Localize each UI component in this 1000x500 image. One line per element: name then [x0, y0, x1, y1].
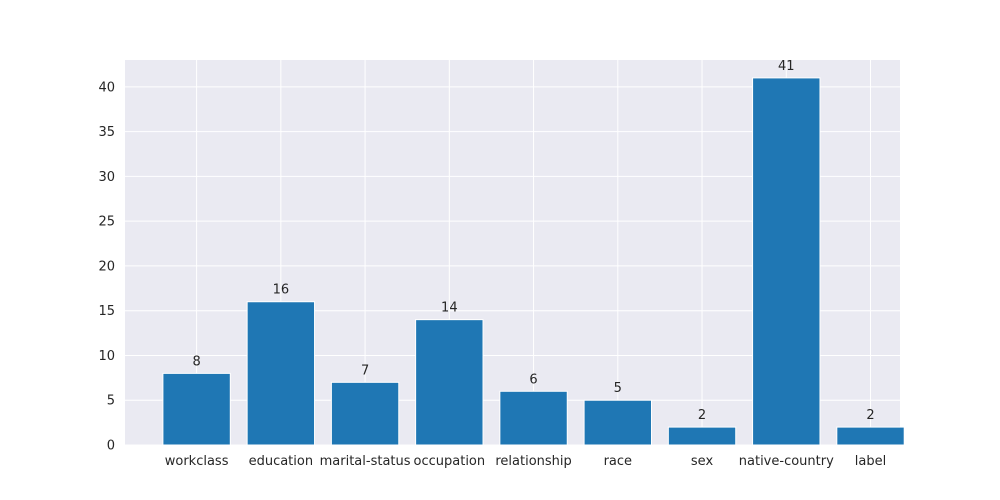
data-label-native-country: 41 — [778, 59, 795, 74]
y-tick-label: 30 — [98, 170, 115, 185]
y-axis-ticks: 0 5 10 15 20 25 30 35 40 — [98, 80, 115, 453]
data-label-occupation: 14 — [441, 301, 458, 316]
data-label-marital-status: 7 — [361, 363, 369, 378]
data-label-workclass: 8 — [192, 354, 200, 369]
data-label-label: 2 — [866, 408, 874, 423]
bar-sex — [667, 426, 737, 446]
bar-relationship — [499, 390, 568, 446]
x-tick-label-marital-status: marital-status — [320, 454, 411, 469]
y-tick-label: 0 — [107, 439, 115, 454]
x-tick-label-education: education — [249, 454, 314, 469]
data-label-race: 5 — [614, 381, 622, 396]
x-tick-label-workclass: workclass — [165, 454, 229, 469]
x-tick-label-occupation: occupation — [414, 454, 486, 469]
data-label-education: 16 — [273, 283, 290, 298]
bar-workclass — [162, 372, 231, 446]
x-tick-label-relationship: relationship — [495, 454, 571, 469]
y-tick-label: 25 — [98, 215, 115, 230]
bar-native-country — [752, 77, 821, 446]
bar-marital-status — [330, 381, 400, 446]
bar-label — [836, 426, 905, 446]
x-axis-ticks: workclass education marital-status occupati… — [165, 454, 887, 469]
y-tick-label: 5 — [107, 394, 115, 409]
x-tick-label-race: race — [604, 454, 632, 469]
data-label-relationship: 6 — [529, 372, 537, 387]
y-tick-label: 15 — [98, 304, 115, 319]
y-tick-label: 20 — [98, 259, 115, 274]
bar-race — [583, 399, 652, 446]
bar-occupation — [415, 319, 484, 446]
y-tick-label: 40 — [98, 80, 115, 95]
y-tick-label: 35 — [98, 125, 115, 140]
x-tick-label-native-country: native-country — [739, 454, 834, 469]
bar-education — [246, 301, 316, 446]
data-labels: 8 16 7 14 6 5 2 41 2 — [192, 59, 874, 423]
y-tick-label: 10 — [98, 349, 115, 364]
data-label-sex: 2 — [698, 408, 706, 423]
x-tick-label-label: label — [855, 454, 886, 469]
bars — [162, 77, 905, 446]
x-tick-label-sex: sex — [691, 454, 714, 469]
